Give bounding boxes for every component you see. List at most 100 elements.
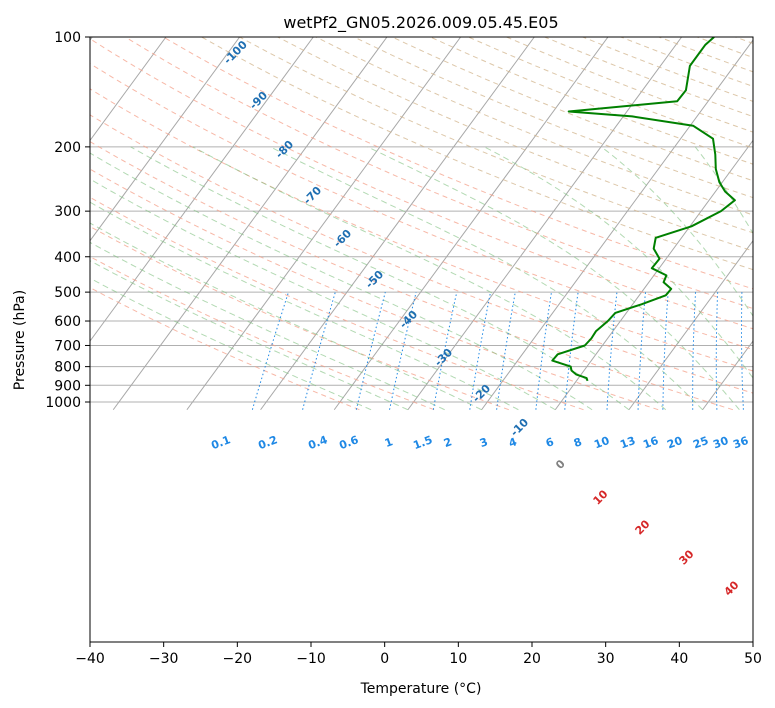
dry-adiabat-line [277,37,753,234]
mixing-ratio-line [662,292,669,410]
isotherm-line [333,37,609,411]
mixing-ratio-label: 36 [731,434,750,452]
y-tick-label: 200 [54,140,81,156]
x-tick-label: 0 [380,651,389,667]
dry-adiabat-line [90,196,584,411]
dry-adiabat-line [90,114,753,394]
moist-adiabat-line [90,241,445,411]
x-tick-label: −30 [149,651,179,667]
mixing-ratio-label: 0.1 [209,433,232,452]
y-tick-label: 700 [54,338,81,354]
mixing-ratio-line [606,292,618,410]
dry-adiabat-label: -60 [331,227,354,250]
y-tick-label: 900 [54,378,81,394]
mixing-ratio-line [637,292,646,410]
dry-adiabat-line [735,37,753,44]
dry-adiabat-line [90,225,509,411]
dry-adiabat-label: -50 [363,268,386,291]
mixing-ratio-label: 0.2 [256,433,279,452]
mixing-ratio-label: 30 [711,434,730,452]
dry-adiabat-label: -40 [397,308,420,331]
dry-adiabat-line [90,141,734,411]
mixing-ratio-label: 10 [592,434,611,452]
dry-adiabat-line [544,37,753,118]
background-lines [90,37,775,411]
x-tick-label: 20 [523,651,541,667]
dry-adiabat-line [697,37,753,58]
dry-adiabat-line [201,37,753,271]
dry-adiabat-label: -90 [247,89,270,112]
y-tick-label: 100 [54,30,81,46]
dry-adiabat-line [353,37,753,199]
mixing-ratio-label: 1 [383,435,395,450]
x-tick-label: 10 [449,651,467,667]
moist-adiabat-line [130,146,630,411]
mixing-ratio-line [715,292,719,410]
y-tick-label: 500 [54,285,81,301]
isotherm-line [186,37,462,411]
dry-adiabat-label: -70 [301,184,324,207]
x-tick-label: −10 [296,651,326,667]
mixing-ratio-label: 1.5 [411,433,434,452]
isotherm-line [407,37,683,411]
mixing-ratio-line [389,291,417,410]
plot-frame [89,36,754,643]
isotherm-line [260,37,535,411]
mixing-ratio-label: 0.6 [337,433,360,452]
isotherm-line [554,139,753,411]
moist-adiabat-line [90,277,372,411]
x-axis-label: Temperature (°C) [360,681,482,697]
dewpoint-trace [551,37,736,382]
mixing-ratio-line [469,292,491,410]
x-tick-label: 40 [670,651,688,667]
moist-adiabat-line [601,146,753,317]
dry-adiabat-line [582,37,753,102]
moist-adiabat-label: 30 [677,547,697,567]
mixing-ratio-label: 2 [442,435,454,450]
mixing-ratio-label: 8 [572,435,584,450]
y-tick-label: 600 [54,314,81,330]
dry-adiabat-line [90,38,753,330]
moist-adiabat-label: 20 [633,517,653,537]
sounding-traces [551,37,775,382]
dry-adiabat-line [90,62,753,351]
mixing-ratio-label: 3 [478,435,490,450]
isotherm-line [90,37,314,342]
dry-adiabat-line [239,37,753,252]
mixing-ratio-line [496,292,516,410]
dry-adiabat-label: 0 [553,457,568,472]
mixing-ratio-line [432,291,458,410]
dry-adiabat-line [90,168,659,411]
isotherm-line [90,37,241,242]
mixing-ratio-label: 6 [544,435,556,450]
dry-adiabat-line [90,256,435,411]
moist-adiabat-line [367,146,740,411]
x-tick-label: 50 [744,651,762,667]
moist-adiabat-label: 10 [591,487,611,507]
isotherm-line [90,37,167,142]
mixing-ratio-line [741,292,744,410]
moist-adiabat-line [90,201,519,411]
y-tick-label: 800 [54,360,81,376]
x-tick-label: −20 [223,651,253,667]
mixing-ratio-label: 25 [691,434,710,451]
axis-ticks: −40 −30 −20 −10 0 10 20 30 40 5010020030040050060… [45,30,762,667]
moist-adiabat-line [90,222,482,411]
moist-adiabat-line [768,147,775,410]
mixing-ratio-label: 20 [665,434,684,452]
moist-adiabat-line [90,178,556,411]
mixing-ratio-line [692,292,696,410]
moist-adiabat-line [484,146,753,379]
mixing-ratio-label: 0.4 [306,433,329,452]
y-tick-label: 400 [54,250,81,266]
temperature-trace [760,37,775,380]
mixing-ratio-line [564,292,579,410]
mixing-ratio-line [767,292,771,410]
dry-adiabat-line [658,37,753,73]
isotherm-line [628,239,753,411]
y-tick-label: 1000 [45,395,81,411]
dry-adiabat-label: -100 [221,38,250,67]
isotherm-line [112,37,388,411]
moist-adiabat-line [270,146,703,411]
